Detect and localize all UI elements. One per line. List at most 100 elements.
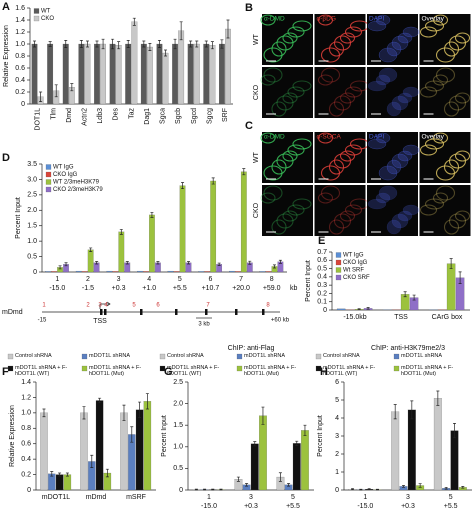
y-tick-label: 1.2 — [21, 394, 31, 401]
cell — [402, 144, 420, 156]
row-label: WT — [253, 151, 260, 163]
bar — [240, 171, 247, 273]
cell — [263, 67, 283, 83]
cell — [333, 213, 352, 229]
x-tick-sublabel: +5.5 — [444, 503, 458, 510]
micrograph — [314, 185, 366, 236]
y-tick-label: 0.4 — [15, 77, 25, 84]
cell — [263, 165, 283, 181]
y-tick-label: 0.3 — [317, 282, 327, 289]
legend-box: mDOT1L shRNA + F-hDOT1L (Mut) — [89, 365, 141, 377]
error-bar — [58, 472, 62, 477]
bar — [115, 45, 122, 105]
x-tick-label: -15.0kb — [343, 314, 366, 321]
y-tick-label: 2.5 — [27, 192, 37, 199]
legend-label: Control shRNA — [323, 353, 360, 359]
bar — [137, 270, 143, 273]
cell — [339, 210, 356, 222]
x-tick-label: Sgcg — [206, 108, 213, 124]
micrograph — [262, 14, 313, 65]
error-bar — [436, 390, 440, 406]
bar — [259, 271, 266, 273]
legend-box: mDOT1L shRNA + F-hDOT1L (Mut) — [244, 365, 296, 377]
legend-box: mDOT1L shRNA + F-hDOT1L (WT) — [15, 365, 68, 377]
cell — [435, 165, 456, 181]
micrograph — [262, 132, 313, 183]
bar — [391, 411, 400, 491]
cell — [260, 74, 276, 86]
y-tick-label: 1.5 — [173, 422, 183, 429]
bar — [135, 409, 144, 491]
cell — [320, 67, 341, 83]
error-bar — [65, 472, 69, 477]
error-bar — [203, 488, 207, 491]
legend-label: CKO IgG — [343, 260, 368, 266]
bar — [193, 43, 200, 105]
error-bar — [189, 40, 193, 48]
bar — [95, 400, 104, 491]
panel-letter: A — [2, 1, 10, 13]
error-bar — [101, 38, 105, 50]
bar — [125, 43, 132, 105]
y-axis-label: Percent Input — [317, 415, 324, 457]
cell — [263, 47, 283, 63]
cell — [454, 92, 471, 104]
exon — [104, 309, 107, 315]
bar — [128, 434, 136, 491]
exon — [140, 309, 143, 315]
cell — [333, 95, 352, 111]
cell — [271, 219, 287, 235]
error-bar — [156, 261, 160, 265]
y-tick-label: 4 — [335, 415, 339, 422]
cell — [419, 86, 438, 98]
row-label: CKO — [253, 202, 260, 218]
y-axis-label: Percent Input — [305, 260, 312, 302]
tss-arrow — [99, 301, 111, 309]
x-tick-label: Ldb3 — [97, 108, 104, 124]
cell — [443, 219, 460, 235]
error-bar — [157, 40, 161, 48]
cell — [263, 185, 283, 201]
cell — [419, 26, 438, 38]
cell — [260, 14, 276, 26]
legend-label: mDOT1L shRNA — [401, 353, 443, 359]
legend-box: Control shRNA — [15, 353, 52, 359]
legend-swatch — [45, 186, 52, 193]
error-bar — [145, 393, 149, 410]
exon — [175, 309, 178, 315]
legend-box: mDOT1L shRNA — [401, 353, 443, 359]
legend-swatch — [335, 274, 342, 281]
legend-label: WT IgG — [343, 253, 364, 259]
error-bar — [150, 212, 154, 218]
bar — [229, 270, 235, 273]
x-tick-sublabel: +20.0 — [232, 285, 250, 292]
exon — [262, 309, 265, 315]
x-tick-label: 2 — [86, 276, 90, 283]
error-bar — [211, 488, 215, 491]
legend-label: mDOT1L shRNA + F-hDOT1L (WT) — [15, 365, 68, 377]
x-tick-label: 7 — [239, 276, 243, 283]
x-tick-label: Sgcd — [191, 108, 198, 124]
cell — [339, 150, 356, 162]
y-tick-label: 3 — [335, 433, 339, 440]
panel-letter: F — [2, 366, 9, 378]
error-bar — [132, 17, 136, 26]
y-tick-label: 0.1 — [317, 299, 327, 306]
cell — [386, 219, 402, 235]
bar — [45, 271, 51, 273]
cell — [386, 101, 402, 117]
error-bar — [164, 49, 168, 57]
error-bar — [418, 483, 422, 488]
panel-letter: E — [318, 235, 325, 247]
legend-box: mDOT1L shRNA + F-hDOT1L (WT) — [167, 365, 219, 377]
cell — [328, 101, 345, 117]
bar — [63, 474, 72, 491]
bar — [259, 415, 267, 491]
x-tick-label: 6 — [208, 276, 212, 283]
error-bar — [458, 271, 462, 284]
x-tick-label: DOT1L — [35, 108, 42, 131]
error-bar — [79, 40, 83, 48]
cell — [448, 95, 467, 111]
x-tick-sublabel: -15.0 — [357, 503, 373, 510]
bar — [75, 270, 82, 273]
